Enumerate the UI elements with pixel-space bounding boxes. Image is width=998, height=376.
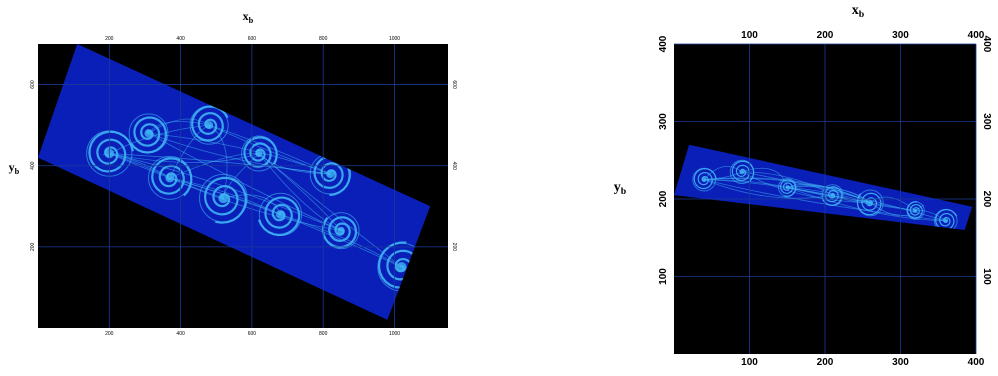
right-y-axis-title: yb <box>614 180 627 197</box>
right-x-tick-label-top: 400 <box>968 30 985 41</box>
left-filament <box>209 124 331 175</box>
left-filament <box>258 153 402 268</box>
right-x-tick-label-bottom: 400 <box>968 357 985 368</box>
left-x-tick-label-bottom: 800 <box>319 331 328 337</box>
right-filament <box>741 171 833 196</box>
left-filament <box>280 214 402 268</box>
left-y-tick-label-left: 200 <box>30 242 36 251</box>
left-simulation-domain <box>38 44 431 320</box>
right-x-axis-title: xb <box>852 3 865 20</box>
right-filament <box>704 179 946 222</box>
left-filament <box>222 153 260 199</box>
left-y-tick-label-right: 600 <box>451 80 457 89</box>
right-filament <box>915 209 947 222</box>
left-filament <box>258 153 342 231</box>
right-filament <box>741 171 871 204</box>
left-filament <box>169 177 342 232</box>
right-filament <box>741 171 946 222</box>
left-x-tick-label-top: 200 <box>105 36 114 42</box>
right-x-tick-label-top: 100 <box>741 30 758 41</box>
right-y-tick-label-right: 300 <box>981 113 992 130</box>
right-x-tick-label-bottom: 200 <box>817 357 834 368</box>
right-filament <box>870 202 916 217</box>
left-filament <box>169 177 281 215</box>
left-filament <box>109 153 342 231</box>
left-y-axis-title: yb <box>9 160 20 176</box>
left-x-tick-label-bottom: 200 <box>105 331 114 337</box>
right-y-tick-label-left: 200 <box>658 190 669 207</box>
right-filament <box>787 186 946 222</box>
left-filament <box>102 153 110 156</box>
left-x-tick-label-top: 400 <box>176 36 185 42</box>
left-filament <box>148 132 342 231</box>
right-y-tick-label-right: 400 <box>981 36 992 53</box>
left-y-tick-label-right: 400 <box>451 162 457 171</box>
right-y-tick-label-right: 200 <box>981 191 992 208</box>
left-y-tick-label-left: 400 <box>30 161 36 170</box>
left-y-tick-label-right: 200 <box>451 243 457 252</box>
right-x-tick-label-top: 200 <box>817 30 834 41</box>
right-filament <box>787 186 871 204</box>
right-filament <box>704 177 871 204</box>
right-filament <box>704 179 833 199</box>
left-filament <box>109 153 171 179</box>
right-filament <box>787 186 916 212</box>
left-filament <box>148 132 331 175</box>
left-filament <box>399 262 403 268</box>
right-x-tick-label-bottom: 100 <box>741 357 758 368</box>
left-x-tick-label-bottom: 1000 <box>389 331 400 337</box>
right-filament <box>915 204 925 211</box>
left-filament <box>109 124 210 154</box>
right-filament <box>741 167 788 188</box>
left-x-tick-label-bottom: 600 <box>248 331 257 337</box>
left-y-tick-label-left: 600 <box>30 80 36 89</box>
right-x-tick-label-bottom: 300 <box>892 357 909 368</box>
left-filament <box>169 124 210 179</box>
left-filament <box>109 153 260 163</box>
right-y-tick-label-left: 100 <box>658 268 669 285</box>
left-filament <box>148 118 210 134</box>
left-x-axis-title: xb <box>243 9 254 25</box>
left-x-tick-label-top: 1000 <box>389 36 400 42</box>
left-x-tick-label-top: 800 <box>319 36 328 42</box>
left-x-tick-label-top: 600 <box>248 36 257 42</box>
left-filament <box>109 153 171 179</box>
left-filament <box>208 124 228 199</box>
left-filament <box>223 194 281 215</box>
left-vortex <box>147 155 193 200</box>
left-x-tick-label-bottom: 400 <box>176 331 185 337</box>
left-chart-panel: 200 200 400 400 600 600 800 800 1000 1000 200 200 40… <box>0 0 470 376</box>
right-y-tick-label-left: 300 <box>658 113 669 130</box>
right-y-tick-label-right: 100 <box>981 268 992 285</box>
right-chart-panel: 100 100 200 200 300 300 400 400 100 100 200 200 300 3… <box>600 0 998 376</box>
left-heatmap-svg: 200 200 400 400 600 600 800 800 1000 1000 200 200 40… <box>9 9 457 337</box>
left-filament <box>169 177 281 215</box>
left-filament <box>169 152 260 179</box>
right-x-tick-label-top: 300 <box>892 30 909 41</box>
right-y-tick-label-left: 400 <box>658 35 669 52</box>
right-vortex-field <box>692 159 958 230</box>
right-filament <box>703 165 743 180</box>
